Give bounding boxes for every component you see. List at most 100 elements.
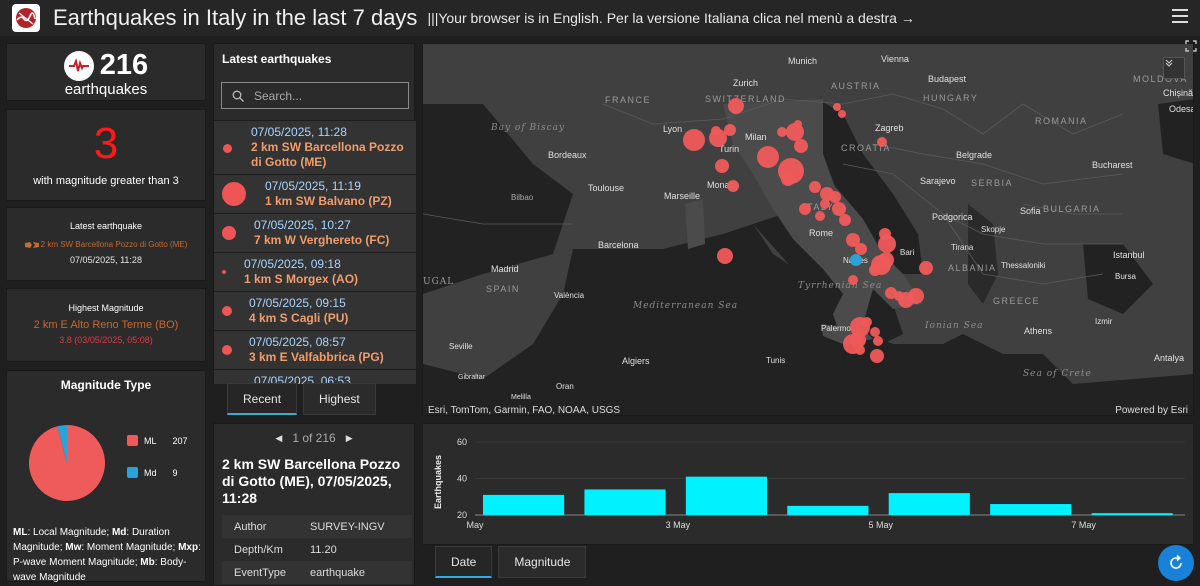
earthquake-marker[interactable] xyxy=(838,110,846,118)
earthquake-marker[interactable] xyxy=(683,129,705,151)
fullscreen-icon[interactable] xyxy=(1185,40,1197,52)
tab-recent[interactable]: Recent xyxy=(227,383,298,415)
x-tick-label: 7 May xyxy=(1071,520,1096,530)
list-item[interactable]: 07/05/2025, 09:18 1 km S Morgex (AO) xyxy=(214,252,416,291)
table-row: Depth/Km 11.20 xyxy=(222,538,412,561)
list-item[interactable]: 07/05/2025, 11:28 2 km SW Barcellona Poz… xyxy=(214,120,416,174)
earthquake-marker[interactable] xyxy=(855,345,865,355)
bar-6[interactable] xyxy=(990,504,1072,515)
map-label-sea: Sea of Crete xyxy=(1023,369,1092,379)
list-item-place: 2 km SW Barcellona Pozzo di Gotto (ME) xyxy=(251,140,404,169)
tab-highest[interactable]: Highest xyxy=(303,383,376,415)
map-label-city: Bilbao xyxy=(511,193,534,202)
earthquake-marker[interactable] xyxy=(908,288,924,304)
bar-5[interactable] xyxy=(888,493,970,515)
magnitude-pie-chart[interactable] xyxy=(7,411,207,511)
map-label-city: Barcelona xyxy=(598,240,639,250)
earthquake-marker[interactable] xyxy=(799,203,811,215)
pie-slice-md[interactable] xyxy=(57,425,67,463)
earthquake-marker[interactable] xyxy=(781,172,795,186)
search-input[interactable] xyxy=(254,88,394,103)
list-item[interactable]: 07/05/2025, 11:19 1 km SW Balvano (PZ) xyxy=(214,174,416,213)
bar-4[interactable] xyxy=(787,505,869,515)
earthquake-marker[interactable] xyxy=(829,191,841,203)
bar-3[interactable] xyxy=(685,476,767,515)
attr-key: Author xyxy=(234,520,267,533)
map-label-city: Marseille xyxy=(664,191,700,201)
legend-ml-label: ML xyxy=(144,435,157,446)
bar-2[interactable] xyxy=(584,489,666,515)
list-item[interactable]: 07/05/2025, 08:57 3 km E Valfabbrica (PG… xyxy=(214,330,416,369)
earthquake-marker[interactable] xyxy=(711,126,721,136)
earthquake-marker[interactable] xyxy=(877,137,887,147)
magnitude-dot xyxy=(222,306,232,316)
earthquake-marker[interactable] xyxy=(794,139,808,153)
earthquake-marker[interactable] xyxy=(832,202,846,216)
map-label-sea: Ionian Sea xyxy=(924,321,984,331)
earthquake-list[interactable]: 07/05/2025, 11:28 2 km SW Barcellona Poz… xyxy=(214,120,416,384)
earthquake-marker[interactable] xyxy=(878,235,896,253)
powered-by-text[interactable]: Powered by Esri xyxy=(1115,404,1188,416)
earthquake-marker[interactable] xyxy=(724,124,736,136)
search-box[interactable] xyxy=(221,82,409,109)
map-label-city: Palermo xyxy=(821,324,851,333)
earthquake-marker[interactable] xyxy=(715,159,729,173)
earthquake-map[interactable]: FRANCE SWITZERLAND AUSTRIA HUNGARY ROMAN… xyxy=(422,43,1194,416)
earthquake-marker[interactable] xyxy=(728,98,744,114)
earthquake-marker[interactable] xyxy=(794,120,802,128)
earthquake-marker[interactable] xyxy=(846,233,860,247)
list-item[interactable]: 07/05/2025, 06:53 xyxy=(214,369,416,384)
legend-ml[interactable]: ML 207 xyxy=(127,435,188,446)
earthquake-marker[interactable] xyxy=(833,103,841,111)
earthquake-marker[interactable] xyxy=(820,199,830,209)
bar-chart[interactable]: 20 40 60 May 3 May 5 May 7 May Earthquakes xyxy=(423,424,1195,546)
list-item[interactable]: 07/05/2025, 10:27 7 km W Verghereto (FC) xyxy=(214,213,416,252)
list-item[interactable]: 07/05/2025, 09:15 4 km S Cagli (PU) xyxy=(214,291,416,330)
map-label-city: Skopje xyxy=(981,225,1006,234)
bar-7[interactable] xyxy=(1091,513,1173,515)
earthquake-marker[interactable] xyxy=(848,275,858,285)
map-label-country: AUSTRIA xyxy=(831,81,881,91)
earthquake-marker[interactable] xyxy=(855,243,867,255)
earthquake-marker[interactable] xyxy=(919,261,933,275)
map-label-city: Milan xyxy=(745,132,767,142)
highest-value: 3.8 (03/05/2025, 05:08) xyxy=(59,335,153,345)
tab-magnitude[interactable]: Magnitude xyxy=(498,546,587,578)
magnitude-dot xyxy=(222,182,246,206)
bar-1[interactable] xyxy=(483,494,565,515)
md-marker[interactable] xyxy=(850,254,862,266)
map-label-city: Lyon xyxy=(663,124,682,134)
collapse-icon[interactable] xyxy=(1163,57,1185,79)
earthquake-marker[interactable] xyxy=(870,327,880,337)
map-label-city: Belgrade xyxy=(956,150,992,160)
map-label-city: Bordeaux xyxy=(548,150,587,160)
earthquake-marker[interactable] xyxy=(717,248,733,264)
earthquake-marker[interactable] xyxy=(727,180,739,192)
earthquake-marker[interactable] xyxy=(839,214,851,226)
basemap[interactable]: FRANCE SWITZERLAND AUSTRIA HUNGARY ROMAN… xyxy=(423,44,1194,404)
earthquake-marker[interactable] xyxy=(873,336,883,346)
refresh-button[interactable] xyxy=(1158,545,1194,581)
earthquake-marker[interactable] xyxy=(870,349,884,363)
earthquake-marker[interactable] xyxy=(871,255,891,275)
map-label-city: Bucharest xyxy=(1092,160,1133,170)
map-label-country: FRANCE xyxy=(605,95,651,105)
x-tick-label: 3 May xyxy=(666,520,691,530)
list-item-place: 1 km SW Balvano (PZ) xyxy=(265,194,392,208)
map-label-city: Thessaloniki xyxy=(1001,261,1046,270)
legend-md[interactable]: Md 9 xyxy=(127,467,178,478)
map-label-city: Budapest xyxy=(928,74,967,84)
map-label-city: Zurich xyxy=(733,78,758,88)
earthquake-markers[interactable] xyxy=(683,98,933,363)
earthquake-marker[interactable] xyxy=(757,146,779,168)
next-arrow-icon[interactable]: ▶ xyxy=(345,432,353,443)
earthquake-marker[interactable] xyxy=(815,211,825,221)
earthquake-marker[interactable] xyxy=(809,181,821,193)
tab-date[interactable]: Date xyxy=(435,546,493,578)
menu-icon[interactable] xyxy=(1172,9,1188,23)
map-label-city: Bari xyxy=(900,248,914,257)
earthquake-marker[interactable] xyxy=(777,127,787,137)
previous-arrow-icon[interactable]: ◀ xyxy=(275,432,283,443)
earthquake-marker[interactable] xyxy=(850,317,870,337)
